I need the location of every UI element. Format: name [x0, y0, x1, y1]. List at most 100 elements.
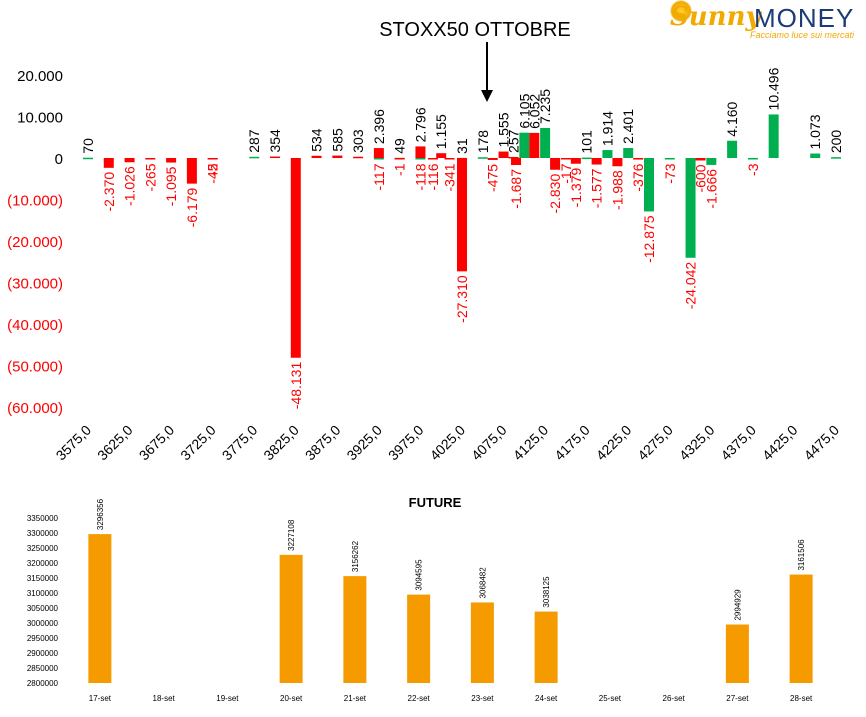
stoxx50-options-chart: STOXX50 OTTOBRE 20.000 10.000 0 (10.000) (20… — [7, 19, 844, 463]
data-label: -1.666 — [703, 169, 719, 209]
y-tick-label: 3350000 — [27, 514, 59, 523]
bar — [747, 158, 758, 160]
bar — [186, 158, 197, 184]
future-chart: FUTURE 3350000 3300000 3250000 3200000 31500… — [27, 495, 813, 703]
x-tick-label: 21-set — [344, 694, 367, 703]
data-label: 70 — [80, 138, 96, 154]
bar — [145, 158, 156, 160]
x-tick-label: 4275,0 — [634, 422, 676, 464]
arrow-annotation — [481, 42, 493, 102]
data-label: -6.179 — [184, 187, 200, 227]
x-tick-label: 4225,0 — [593, 422, 635, 464]
y-tick-label: 2850000 — [27, 664, 59, 673]
data-label: 287 — [246, 129, 262, 153]
x-tick-label: 3925,0 — [343, 422, 385, 464]
x-tick-label: 26-set — [663, 694, 686, 703]
x-tick-label: 25-set — [599, 694, 622, 703]
x-tick-label: 3825,0 — [260, 422, 302, 464]
data-label: 1.073 — [807, 114, 823, 149]
y-tick-label: 2950000 — [27, 634, 59, 643]
sunny-money-logo: Sunny MONEY Facciamo luce sui mercati — [668, 0, 866, 44]
data-label: -12.875 — [641, 215, 657, 263]
data-label: -5 — [205, 163, 221, 176]
x-tick-label: 4375,0 — [717, 422, 759, 464]
x-tick-label: 4475,0 — [801, 422, 843, 464]
data-label: 1.914 — [599, 111, 615, 146]
data-label: -1.026 — [122, 166, 138, 206]
x-tick-label: 27-set — [726, 694, 749, 703]
bar — [581, 157, 592, 160]
data-label: -376 — [630, 163, 646, 191]
arrow-head — [481, 90, 493, 102]
y-tick-label: 20.000 — [17, 68, 63, 85]
data-label: 1.555 — [496, 112, 512, 147]
y-tick-label: 3100000 — [27, 589, 59, 598]
y-tick-label: (30.000) — [7, 276, 63, 293]
bar — [487, 158, 498, 160]
x-tick-label: 4425,0 — [759, 422, 801, 464]
data-label: 3094595 — [415, 559, 424, 591]
data-label: 2.396 — [371, 109, 387, 144]
data-label: -265 — [142, 163, 158, 191]
logo-tagline: Facciamo luce sui mercati — [750, 30, 855, 40]
y-tick-label: 0 — [55, 151, 63, 168]
y-tick-label: (50.000) — [7, 359, 63, 376]
bar — [311, 155, 322, 158]
bar — [612, 158, 623, 167]
data-label: -117 — [371, 163, 387, 190]
x-tick-label: 3875,0 — [302, 422, 344, 464]
bar — [332, 155, 343, 158]
y-tick-label: (40.000) — [7, 317, 63, 334]
x-tick-label: 24-set — [535, 694, 558, 703]
bar — [498, 151, 509, 158]
bar — [529, 132, 540, 158]
data-label: 49 — [392, 138, 408, 154]
bar — [789, 574, 813, 683]
bar — [706, 158, 717, 165]
data-label: 6.105 — [516, 93, 532, 128]
x-tick-label: 23-set — [471, 694, 494, 703]
chart-title: FUTURE — [409, 495, 462, 510]
y-tick-label: 3300000 — [27, 529, 59, 538]
data-label: 303 — [350, 129, 366, 153]
bar — [508, 156, 519, 159]
bar — [511, 158, 522, 166]
data-label: -17 — [558, 163, 574, 183]
bar — [415, 146, 426, 158]
y-tick-label: 3250000 — [27, 544, 59, 553]
bar — [353, 156, 364, 159]
data-label: 4.160 — [724, 101, 740, 136]
bar — [373, 158, 384, 160]
bar — [103, 158, 114, 168]
data-label: -1.577 — [589, 168, 605, 208]
bar — [457, 158, 467, 272]
bar — [427, 158, 438, 160]
y-tick-label: 2900000 — [27, 649, 59, 658]
x-tick-label: 4325,0 — [676, 422, 718, 464]
data-label: 354 — [267, 129, 283, 153]
bar — [570, 158, 581, 164]
bar — [470, 602, 494, 683]
data-label: -341 — [442, 163, 458, 191]
y-tick-label: 3150000 — [27, 574, 59, 583]
bar — [768, 114, 779, 158]
data-label: 3038125 — [542, 576, 551, 608]
bar — [540, 127, 551, 158]
data-label: 534 — [309, 128, 325, 152]
data-label: -2.370 — [101, 172, 117, 212]
data-label: 2.401 — [620, 109, 636, 144]
x-tick-label: 3675,0 — [136, 422, 178, 464]
bar — [591, 158, 602, 165]
x-tick-label: 28-set — [790, 694, 813, 703]
bar — [343, 576, 367, 683]
data-label: 3068482 — [478, 567, 487, 599]
x-tick-label: 20-set — [280, 694, 303, 703]
data-label: -73 — [662, 163, 678, 183]
chart-title: STOXX50 OTTOBRE — [379, 19, 571, 41]
bar — [477, 157, 488, 159]
y-tick-label: 10.000 — [17, 110, 63, 127]
data-label: 2.796 — [412, 107, 428, 142]
y-tick-label: 3050000 — [27, 604, 59, 613]
data-label: 10.496 — [766, 67, 782, 110]
bar — [407, 594, 431, 683]
